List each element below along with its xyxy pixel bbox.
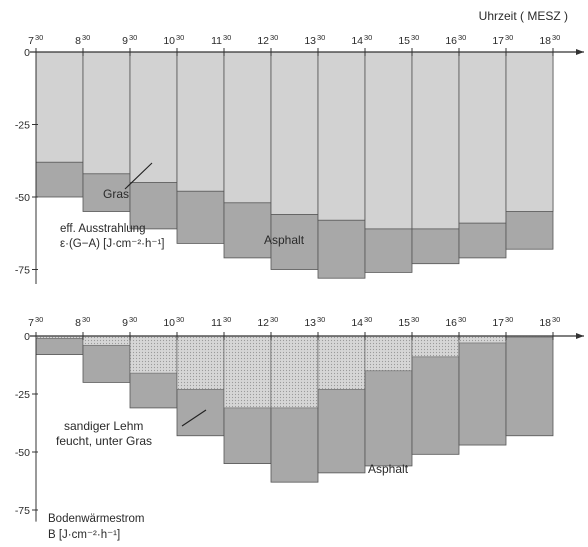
- chart0-grass-bar: [35, 51, 84, 163]
- chart1-soil-bar: [176, 335, 225, 390]
- chart0-y-tick-label: 0: [24, 47, 30, 59]
- chart0-grass-bar: [176, 51, 225, 192]
- chart0-grass-bar: [411, 51, 460, 230]
- chart1-x-tick-minute: 30: [223, 315, 231, 324]
- y-label-1-line2: ε·(G−A) [J·cm⁻²·h⁻¹]: [60, 238, 164, 250]
- chart0-x-tick-minute: 30: [411, 33, 419, 42]
- chart0-y-tick-label: -75: [15, 265, 30, 277]
- chart1-x-tick-hour: 13: [304, 317, 316, 329]
- chart1-x-tick-hour: 15: [398, 317, 410, 329]
- chart1-x-tick-hour: 18: [539, 317, 551, 329]
- y-label-2-line2: B [J·cm⁻²·h⁻¹]: [48, 529, 120, 541]
- chart1-x-tick-hour: 12: [257, 317, 269, 329]
- chart1-x-tick-hour: 14: [351, 317, 363, 329]
- chart1-y-tick-label: -75: [15, 505, 30, 517]
- series-label-asphalt-1: Asphalt: [264, 233, 305, 247]
- chart1-x-tick-minute: 30: [82, 315, 90, 324]
- chart1-x-tick-minute: 30: [129, 315, 137, 324]
- chart0-x-tick-minute: 30: [129, 33, 137, 42]
- chart0-x-tick-hour: 8: [75, 35, 81, 47]
- chart0-x-tick-minute: 30: [505, 33, 513, 42]
- chart1-x-tick-minute: 30: [317, 315, 325, 324]
- chart0-grass-bar: [270, 51, 319, 215]
- chart1-y-tick-label: -25: [15, 389, 30, 401]
- chart1-soil-bar: [364, 335, 413, 372]
- chart1-soil-bar: [458, 335, 507, 344]
- chart0-x-tick-hour: 9: [122, 35, 128, 47]
- chart1-x-tick-hour: 8: [75, 317, 81, 329]
- chart1-x-tick-hour: 9: [122, 317, 128, 329]
- chart0-x-tick-hour: 15: [398, 35, 410, 47]
- chart1-x-tick-minute: 30: [35, 315, 43, 324]
- chart1-soil-bar: [223, 335, 272, 409]
- y-label-2-line1: Bodenwärmestrom: [48, 513, 145, 525]
- chart0-x-tick-minute: 30: [176, 33, 184, 42]
- chart1-asphalt-bar: [458, 335, 507, 446]
- chart0-x-tick-minute: 30: [317, 33, 325, 42]
- chart0-x-tick-hour: 11: [211, 35, 222, 47]
- chart0-x-tick-hour: 14: [351, 35, 363, 47]
- chart0-x-tick-hour: 7: [28, 35, 34, 47]
- chart0-x-tick-minute: 30: [364, 33, 372, 42]
- chart1-soil-bar: [317, 335, 366, 390]
- chart1-asphalt-bar: [505, 335, 554, 437]
- chart1-x-tick-hour: 10: [163, 317, 175, 329]
- chart1-x-tick-hour: 16: [445, 317, 457, 329]
- chart0-x-tick-minute: 30: [35, 33, 43, 42]
- chart1-x-tick-minute: 30: [364, 315, 372, 324]
- chart0-x-tick-hour: 16: [445, 35, 457, 47]
- chart0-x-tick-hour: 17: [492, 35, 504, 47]
- chart0-grass-bar: [458, 51, 507, 224]
- chart1-x-tick-minute: 30: [505, 315, 513, 324]
- chart0-x-tick-minute: 30: [458, 33, 466, 42]
- chart0-y-tick-label: -50: [15, 192, 30, 204]
- chart0-x-tick-hour: 12: [257, 35, 269, 47]
- chart0-x-tick-minute: 30: [223, 33, 231, 42]
- series-label-soil-line2: feucht, unter Gras: [56, 434, 152, 448]
- chart0-grass-bar: [505, 51, 554, 212]
- chart1-x-tick-hour: 11: [211, 317, 222, 329]
- chart1-x-tick-minute: 30: [552, 315, 560, 324]
- chart1-x-tick-minute: 30: [270, 315, 278, 324]
- chart1-soil-bar: [129, 335, 178, 374]
- chart0-grass-bar: [317, 51, 366, 221]
- chart0-x-tick-hour: 18: [539, 35, 551, 47]
- gras-pointer: [124, 162, 153, 190]
- chart0-y-tick-label: -25: [15, 120, 30, 132]
- time-axis-label: Uhrzeit ( MESZ ): [479, 9, 568, 23]
- chart0-x-tick-hour: 13: [304, 35, 316, 47]
- series-label-asphalt-2: Asphalt: [368, 462, 409, 476]
- series-label-gras: Gras: [103, 187, 129, 201]
- soil-pointer: [181, 409, 207, 427]
- chart1-soil-bar: [270, 335, 319, 409]
- chart1-soil-bar: [411, 335, 460, 358]
- series-label-soil-line1: sandiger Lehm: [64, 419, 143, 433]
- chart0-grass-bar: [223, 51, 272, 204]
- chart1-y-tick-label: 0: [24, 331, 30, 343]
- chart0-x-tick-minute: 30: [270, 33, 278, 42]
- chart1-x-tick-minute: 30: [411, 315, 419, 324]
- chart0-x-axis-arrow: [576, 49, 584, 55]
- chart1-soil-bar: [82, 335, 131, 346]
- chart0-x-tick-hour: 10: [163, 35, 175, 47]
- chart1-x-axis-arrow: [576, 333, 584, 339]
- chart1-x-tick-minute: 30: [458, 315, 466, 324]
- chart0-grass-bar: [129, 51, 178, 183]
- chart1-x-tick-hour: 7: [28, 317, 34, 329]
- chart1-asphalt-bar: [35, 335, 84, 355]
- chart0-grass-bar: [364, 51, 413, 230]
- chart0-grass-bar: [82, 51, 131, 175]
- chart0-x-tick-minute: 30: [552, 33, 560, 42]
- y-label-1-line1: eff. Ausstrahlung: [60, 223, 145, 235]
- chart1-x-tick-hour: 17: [492, 317, 504, 329]
- chart0-x-tick-minute: 30: [82, 33, 90, 42]
- chart1-x-tick-minute: 30: [176, 315, 184, 324]
- chart1-y-tick-label: -50: [15, 447, 30, 459]
